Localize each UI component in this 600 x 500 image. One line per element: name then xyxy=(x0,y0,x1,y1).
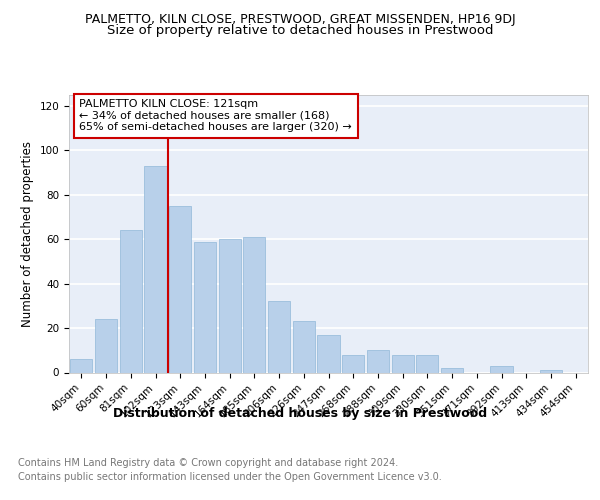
Bar xyxy=(342,354,364,372)
Bar xyxy=(218,240,241,372)
Bar xyxy=(268,302,290,372)
Bar xyxy=(145,166,167,372)
Bar xyxy=(243,237,265,372)
Bar xyxy=(95,319,117,372)
Bar xyxy=(441,368,463,372)
Bar xyxy=(540,370,562,372)
Bar xyxy=(293,322,315,372)
Text: Contains HM Land Registry data © Crown copyright and database right 2024.: Contains HM Land Registry data © Crown c… xyxy=(18,458,398,468)
Text: Distribution of detached houses by size in Prestwood: Distribution of detached houses by size … xyxy=(113,408,487,420)
Y-axis label: Number of detached properties: Number of detached properties xyxy=(21,141,34,327)
Text: PALMETTO, KILN CLOSE, PRESTWOOD, GREAT MISSENDEN, HP16 9DJ: PALMETTO, KILN CLOSE, PRESTWOOD, GREAT M… xyxy=(85,12,515,26)
Bar xyxy=(169,206,191,372)
Bar xyxy=(70,359,92,372)
Text: PALMETTO KILN CLOSE: 121sqm
← 34% of detached houses are smaller (168)
65% of se: PALMETTO KILN CLOSE: 121sqm ← 34% of det… xyxy=(79,99,352,132)
Bar xyxy=(367,350,389,372)
Bar xyxy=(119,230,142,372)
Bar xyxy=(416,354,439,372)
Text: Contains public sector information licensed under the Open Government Licence v3: Contains public sector information licen… xyxy=(18,472,442,482)
Bar xyxy=(392,354,414,372)
Bar xyxy=(490,366,512,372)
Bar xyxy=(194,242,216,372)
Text: Size of property relative to detached houses in Prestwood: Size of property relative to detached ho… xyxy=(107,24,493,37)
Bar xyxy=(317,335,340,372)
